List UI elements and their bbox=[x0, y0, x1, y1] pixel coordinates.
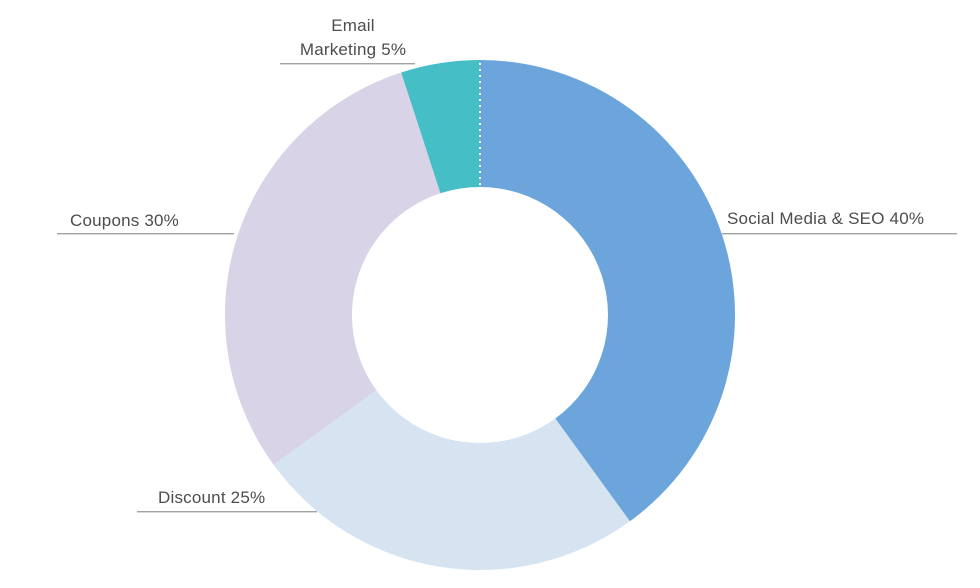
slice-social-media-seo[interactable] bbox=[480, 60, 735, 522]
leader-line-discount bbox=[137, 511, 317, 513]
slice-label-email-marketing: Email Marketing 5% bbox=[283, 14, 423, 62]
slice-label-email-marketing-line1: Email bbox=[331, 16, 375, 35]
leader-line-coupons bbox=[57, 233, 234, 235]
slice-label-coupons: Coupons 30% bbox=[70, 211, 179, 230]
slice-email-marketing[interactable] bbox=[401, 60, 480, 194]
slice-coupons[interactable] bbox=[224, 72, 441, 465]
slice-label-discount: Discount 25% bbox=[158, 488, 266, 507]
leader-line-email-marketing bbox=[280, 63, 415, 65]
slice-label-social-media-seo: Social Media & SEO 40% bbox=[727, 209, 925, 228]
slice-label-email-marketing-line2: Marketing 5% bbox=[299, 40, 407, 59]
slice-discount[interactable] bbox=[273, 390, 630, 570]
leader-line-social-media-seo bbox=[722, 233, 957, 235]
